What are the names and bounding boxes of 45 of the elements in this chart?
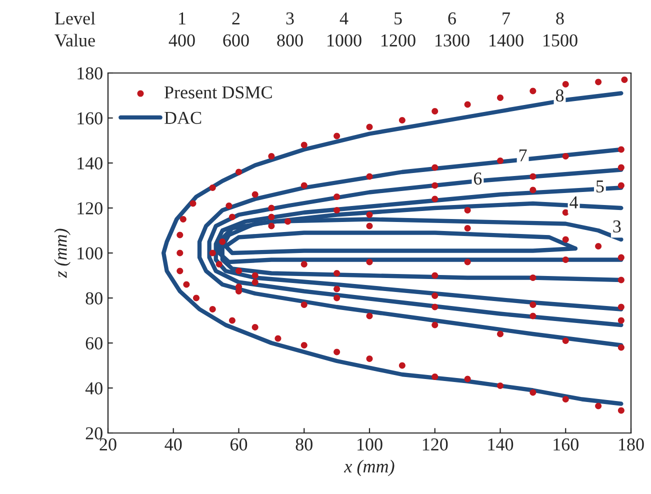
y-tick-label: 120: [78, 202, 102, 214]
y-tick-label: 180: [78, 67, 102, 80]
x-tick-label: 160: [554, 438, 578, 451]
text: 400: [168, 34, 195, 47]
y-tick-label: 40: [85, 382, 102, 394]
text: 8: [556, 12, 564, 25]
text: Level: [54, 12, 96, 25]
y-tick-label: 60: [86, 337, 102, 350]
text: 600: [223, 34, 249, 47]
y-tick-label: 160: [78, 112, 102, 124]
text: 4: [340, 12, 348, 24]
x-tick-label: 80: [296, 438, 312, 451]
x-tick-label: 60: [230, 438, 248, 451]
x-tick-label: 40: [164, 438, 182, 451]
text: 800: [277, 34, 303, 47]
annotation: 7: [519, 149, 527, 162]
x-tick-label: 20: [100, 438, 116, 451]
legend-label: DAC: [164, 112, 202, 124]
text: 1300: [436, 34, 470, 47]
y-tick-label: 140: [78, 157, 102, 170]
text: 5: [394, 12, 402, 25]
text: Value: [54, 34, 95, 47]
text: 6: [448, 12, 456, 25]
annotation: 8: [556, 89, 564, 102]
y-axis-title: z (mm): [54, 228, 70, 278]
legend-label: Present DSMC: [164, 86, 272, 98]
annotation: 4: [570, 196, 578, 208]
x-tick-label: 140: [488, 438, 514, 451]
y-tick-label: 20: [86, 427, 102, 440]
text: 1: [179, 12, 186, 24]
x-tick-label: 100: [358, 438, 382, 451]
text: 2: [232, 12, 240, 24]
y-tick-label: 100: [78, 247, 102, 260]
text: 1200: [382, 34, 416, 47]
annotation: 5: [596, 180, 604, 192]
y-tick-label: 80: [86, 292, 102, 304]
text: 7: [502, 12, 510, 24]
x-axis-title: x (mm): [344, 460, 394, 476]
x-tick-label: 180: [619, 438, 644, 451]
text: 1400: [490, 34, 524, 47]
text: 1000: [328, 34, 362, 47]
annotation: 3: [613, 220, 621, 233]
text: 3: [286, 12, 294, 25]
text: 1500: [544, 34, 578, 47]
x-tick-label: 120: [422, 438, 448, 451]
